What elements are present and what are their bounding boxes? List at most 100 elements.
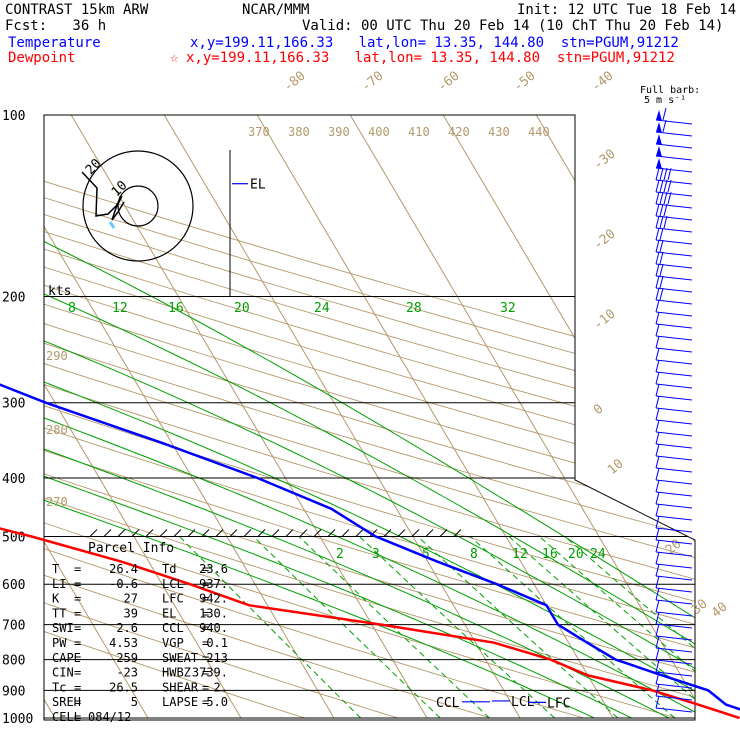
wind-barb-full bbox=[659, 191, 664, 205]
parcel-info-value: PW bbox=[52, 636, 67, 650]
wind-barb-full bbox=[655, 539, 660, 553]
temperature-legend-label: Temperature bbox=[8, 35, 101, 51]
pressure-label: 100 bbox=[2, 109, 25, 124]
wind-barb bbox=[655, 158, 693, 173]
theta-label: 390 bbox=[328, 125, 350, 139]
wind-barb-full bbox=[667, 179, 672, 193]
wind-barb bbox=[655, 659, 693, 677]
wind-barb-staff bbox=[655, 587, 693, 593]
theta-label: 420 bbox=[448, 125, 470, 139]
wind-barb bbox=[655, 575, 693, 593]
mixing-ratio-line bbox=[298, 536, 490, 719]
isobar-hatch bbox=[229, 529, 238, 537]
wind-barb-flag bbox=[656, 122, 662, 133]
wind-barb bbox=[655, 347, 693, 365]
dewpoint-legend-label: Dewpoint bbox=[8, 50, 76, 66]
isotherm-label: -70 bbox=[359, 68, 387, 95]
mixing-ratio-label: 2 bbox=[336, 547, 344, 562]
pressure-label: 300 bbox=[2, 397, 25, 412]
wind-barb-staff bbox=[655, 419, 693, 425]
isotherm-label: 10 bbox=[605, 457, 627, 479]
wind-barb-full bbox=[655, 587, 660, 601]
parcel-info-value: CAPE bbox=[52, 651, 81, 665]
barb-legend-units: 5 m s⁻¹ bbox=[644, 95, 687, 106]
parcel-marker-lcl: LCL bbox=[511, 695, 535, 710]
parcel-info-value: = bbox=[74, 606, 81, 620]
parcel-info-value: = bbox=[74, 577, 81, 591]
wind-barb-full bbox=[655, 647, 660, 661]
wind-barb-full bbox=[655, 263, 660, 277]
wind-barb-full bbox=[655, 287, 660, 301]
wind-barb-staff bbox=[655, 407, 693, 413]
parcel-info-value: -0.6 bbox=[109, 577, 138, 591]
wind-barb-full bbox=[655, 575, 660, 589]
parcel-info-value: 259 bbox=[116, 651, 138, 665]
parcel-info-value: = bbox=[202, 592, 209, 606]
parcel-info-value: 26.5 bbox=[109, 680, 138, 694]
wind-barb bbox=[655, 455, 693, 473]
parcel-info-value: CIN bbox=[52, 666, 74, 680]
wind-barb-staff bbox=[655, 311, 693, 317]
wind-barb-full bbox=[663, 167, 668, 181]
mixing-ratio-line bbox=[417, 536, 619, 719]
isotherm-label: -20 bbox=[591, 226, 619, 253]
wind-barb-full bbox=[655, 311, 660, 325]
moist-adiabat-line bbox=[44, 220, 695, 719]
parcel-info-value: 39 bbox=[124, 606, 138, 620]
parcel-info-value: HWBZ bbox=[162, 666, 191, 680]
parcel-info-value: LCL bbox=[162, 577, 184, 591]
wind-barb-full bbox=[655, 299, 660, 313]
moist-adiabat-line bbox=[44, 220, 695, 719]
barb-legend-title: Full barb: bbox=[640, 85, 701, 96]
wind-barb-full bbox=[659, 287, 664, 301]
wind-barb-staff bbox=[655, 671, 693, 677]
wind-barb-staff bbox=[655, 227, 693, 233]
mixing-ratio-label: 3 bbox=[372, 547, 380, 562]
wind-barb bbox=[655, 395, 693, 413]
wind-barb bbox=[655, 371, 693, 389]
wind-barb-full bbox=[659, 179, 664, 193]
wind-barb-staff bbox=[655, 479, 693, 485]
wind-barb-staff bbox=[655, 503, 693, 509]
isotherm-label: -60 bbox=[435, 68, 463, 95]
wind-barb-staff bbox=[655, 455, 693, 461]
wind-barb-staff bbox=[655, 287, 693, 293]
wind-barb-full bbox=[655, 563, 660, 577]
wind-barb-staff bbox=[655, 383, 693, 389]
wind-barb-staff bbox=[655, 491, 693, 497]
parcel-info-value: T bbox=[52, 562, 59, 576]
wind-barb bbox=[655, 539, 693, 557]
theta-label-left: 290 bbox=[46, 349, 68, 363]
wind-barb-full bbox=[655, 443, 660, 457]
wind-barb bbox=[655, 383, 693, 401]
dry-adiabat-line bbox=[44, 115, 398, 719]
wind-barb-full bbox=[655, 503, 660, 517]
wind-barb bbox=[655, 335, 693, 353]
parcel-info-value: CCL bbox=[162, 621, 184, 635]
wind-barb bbox=[655, 467, 693, 485]
isobar-hatch bbox=[117, 529, 126, 537]
isobar-hatch bbox=[411, 529, 420, 537]
isobar-hatch bbox=[383, 529, 392, 537]
parcel-info-value: -23 bbox=[116, 666, 138, 680]
wind-barb bbox=[655, 623, 693, 641]
wind-barb-full bbox=[655, 467, 660, 481]
moist-adiabat-label: 24 bbox=[314, 301, 330, 316]
dry-adiabat-line bbox=[44, 115, 677, 719]
isotherm-label: -10 bbox=[591, 306, 619, 333]
isotherm-label: -40 bbox=[589, 68, 617, 95]
dry-adiabat-line bbox=[44, 115, 695, 719]
isobar-hatch bbox=[313, 529, 322, 537]
parcel-info-value: TT bbox=[52, 606, 66, 620]
isotherm-line bbox=[44, 115, 149, 719]
hodograph-low-level-trace bbox=[108, 221, 116, 229]
parcel-info-value: = bbox=[74, 621, 81, 635]
parcel-info-value: SHEAR bbox=[162, 680, 199, 694]
isobar-hatch bbox=[355, 529, 364, 537]
parcel-info-value: 3739. bbox=[192, 666, 228, 680]
isotherm-label: 30 bbox=[689, 597, 711, 619]
wind-barb-staff bbox=[655, 443, 693, 449]
wind-barb bbox=[655, 239, 693, 257]
theta-label: 410 bbox=[408, 125, 430, 139]
wind-barb-full bbox=[659, 275, 664, 289]
